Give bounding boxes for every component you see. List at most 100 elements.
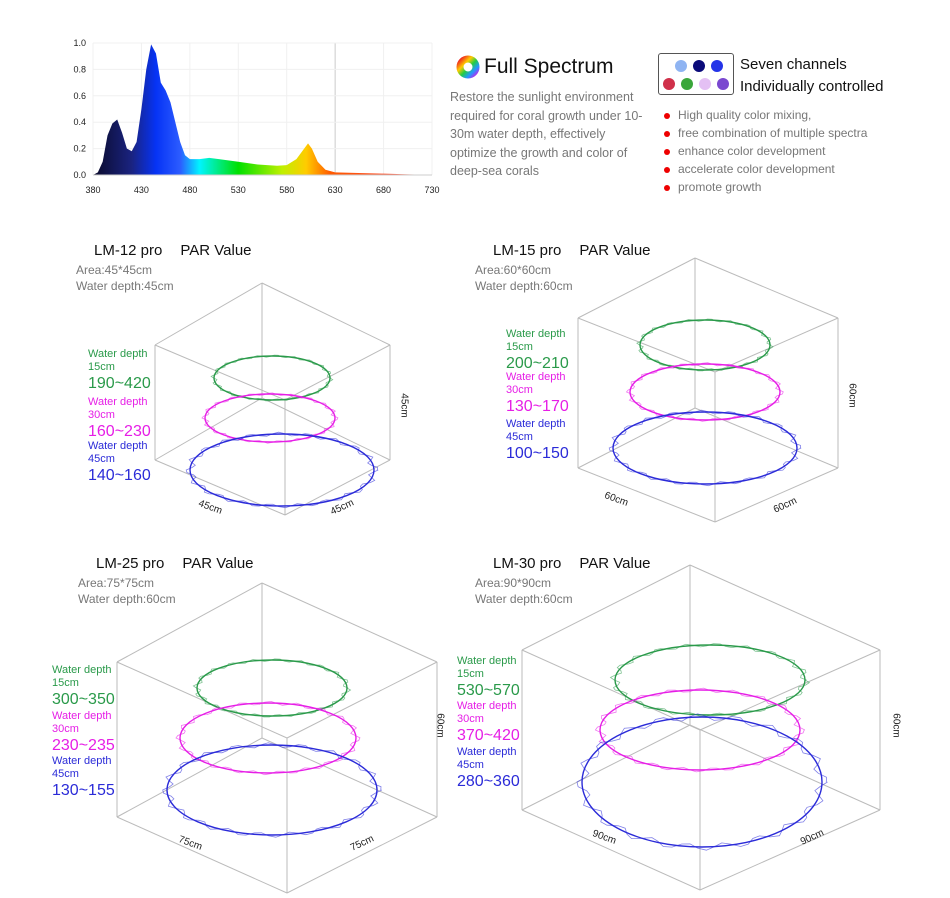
- depth-level: Water depth 30cm 370~420: [457, 700, 520, 745]
- par-ring-45cm: [612, 411, 798, 485]
- model-name: LM-25 pro: [96, 555, 165, 572]
- dimension-label: 60cm: [846, 383, 858, 408]
- feature-item: accelerate color development: [664, 160, 867, 178]
- full-spectrum-title: Full Spectrum: [484, 55, 614, 78]
- x-tick-label: 380: [85, 185, 100, 195]
- channel-dot: [699, 78, 711, 90]
- depth-label: Water depth: [506, 328, 566, 340]
- par-measure-ring: [162, 742, 382, 838]
- y-tick-label: 0.8: [73, 64, 86, 74]
- panel-header: LM-30 pro PAR Value: [475, 555, 651, 572]
- panel-header: LM-12 pro PAR Value: [76, 242, 252, 259]
- par-range: 160~230: [88, 423, 151, 440]
- channel-dot: [717, 78, 729, 90]
- channel-dot: [711, 60, 723, 72]
- depth-level: Water depth 45cm 100~150: [506, 418, 569, 463]
- cube-wireframe: [577, 257, 839, 523]
- area-text: Area:60*60cm: [475, 263, 552, 277]
- par-ring-15cm: [614, 644, 806, 716]
- y-tick-label: 0.0: [73, 170, 86, 180]
- depth-level: Water depth 15cm 300~350: [52, 664, 115, 709]
- depth-cm: 30cm: [506, 384, 533, 396]
- depth-label: Water depth: [88, 440, 148, 452]
- par-range: 190~420: [88, 375, 151, 392]
- panel-header: LM-25 pro PAR Value: [78, 555, 254, 572]
- par-range: 300~350: [52, 691, 115, 708]
- x-tick-label: 430: [134, 185, 149, 195]
- par-ring-15cm: [639, 319, 771, 371]
- channel-dot: [681, 78, 693, 90]
- par-range: 130~155: [52, 782, 115, 799]
- depth-label: Water depth: [457, 655, 517, 667]
- depth-label: Water depth: [506, 371, 566, 383]
- depth-cm: 45cm: [52, 768, 79, 780]
- water-depth-text: Water depth:60cm: [475, 279, 573, 293]
- par-range: 370~420: [457, 727, 520, 744]
- panel-subtitle: Area:75*75cm Water depth:60cm: [78, 575, 176, 607]
- par-ring-45cm: [166, 744, 378, 836]
- channel-dot: [693, 60, 705, 72]
- x-tick-label: 480: [182, 185, 197, 195]
- water-depth-text: Water depth:60cm: [475, 592, 573, 606]
- depth-cm: 15cm: [506, 341, 533, 353]
- spectrum-area: [93, 44, 432, 175]
- depth-label: Water depth: [52, 664, 112, 676]
- cube-wireframe: [116, 582, 438, 894]
- par-label: PAR Value: [180, 242, 252, 259]
- depth-level: Water depth 45cm 280~360: [457, 746, 520, 791]
- water-depth-text: Water depth:45cm: [76, 279, 174, 293]
- depth-cm: 15cm: [88, 361, 115, 373]
- channel-color-dots: [658, 53, 734, 95]
- area-text: Area:75*75cm: [78, 576, 155, 590]
- x-tick-label: 580: [279, 185, 294, 195]
- dimension-label: 45cm: [398, 393, 410, 418]
- x-tick-label: 680: [376, 185, 391, 195]
- par-ring-30cm: [179, 702, 357, 774]
- channel-dot: [675, 60, 687, 72]
- x-tick-label: 730: [424, 185, 439, 195]
- par-range: 100~150: [506, 445, 569, 462]
- depth-label: Water depth: [457, 700, 517, 712]
- par-measure-ring: [608, 409, 802, 487]
- water-depth-text: Water depth:60cm: [78, 592, 176, 606]
- panel-subtitle: Area:45*45cm Water depth:45cm: [76, 262, 174, 294]
- par-range: 230~235: [52, 737, 115, 754]
- x-tick-label: 530: [231, 185, 246, 195]
- feature-item: free combination of multiple spectra: [664, 124, 867, 142]
- par-range: 280~360: [457, 773, 520, 790]
- feature-list: High quality color mixing, free combinat…: [664, 106, 867, 196]
- panel-header: LM-15 pro PAR Value: [475, 242, 651, 259]
- feature-item: enhance color development: [664, 142, 867, 160]
- depth-cm: 45cm: [506, 431, 533, 443]
- channels-subtitle: Individually controlled: [740, 78, 884, 95]
- model-name: LM-30 pro: [493, 555, 562, 572]
- y-tick-label: 1.0: [73, 38, 86, 48]
- channel-dot: [663, 78, 675, 90]
- depth-level: Water depth 15cm 190~420: [88, 348, 151, 393]
- x-tick-label: 630: [328, 185, 343, 195]
- par-label: PAR Value: [182, 555, 254, 572]
- depth-label: Water depth: [88, 396, 148, 408]
- par-measure-ring: [192, 658, 352, 718]
- y-tick-label: 0.2: [73, 144, 86, 154]
- full-spectrum-description: Restore the sunlight environment require…: [450, 90, 643, 178]
- par-range: 200~210: [506, 355, 569, 372]
- par-ring-45cm: [581, 716, 823, 848]
- par-range: 530~570: [457, 682, 520, 699]
- par-ring-30cm: [599, 689, 801, 771]
- panel-subtitle: Area:90*90cm Water depth:60cm: [475, 575, 573, 607]
- depth-cm: 15cm: [52, 677, 79, 689]
- feature-item: promote growth: [664, 178, 867, 196]
- par-ring-30cm: [629, 363, 781, 421]
- y-tick-label: 0.4: [73, 117, 86, 127]
- channels-title: Seven channels: [740, 56, 847, 73]
- par-range: 130~170: [506, 398, 569, 415]
- par-ring-15cm: [213, 355, 331, 401]
- depth-level: Water depth 15cm 200~210: [506, 328, 569, 373]
- panel-subtitle: Area:60*60cm Water depth:60cm: [475, 262, 573, 294]
- spectrum-chart: 380 430 480 530 580 630 680 730 0.0 0.2 0.4 0.6 0.8 1…: [73, 38, 439, 195]
- par-ring-45cm: [189, 433, 375, 507]
- par-label: PAR Value: [579, 242, 651, 259]
- par-label: PAR Value: [579, 555, 651, 572]
